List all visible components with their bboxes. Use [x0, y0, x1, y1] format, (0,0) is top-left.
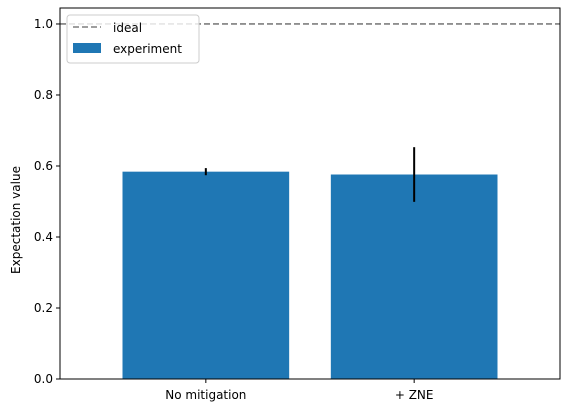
x-tick-label: No mitigation: [165, 388, 246, 402]
bar-no-mitigation: [122, 171, 290, 379]
y-axis-label: Expectation value: [9, 166, 23, 274]
bar-zne: [330, 174, 498, 379]
bars-layer: [122, 171, 498, 379]
legend: ideal experiment: [66, 14, 200, 64]
y-tick-label: 0.0: [34, 372, 53, 386]
y-tick-label: 0.6: [34, 159, 53, 173]
plot-frame: [59, 7, 561, 380]
y-tick-label: 0.2: [34, 301, 53, 315]
axes-layer: [59, 7, 561, 380]
legend-experiment-label: experiment: [113, 42, 182, 56]
error-bars-layer: [204, 147, 416, 202]
legend-experiment-swatch: [73, 43, 101, 53]
y-tick-label: 0.4: [34, 230, 53, 244]
y-ticks-layer: 0.0 0.2 0.4 0.6 0.8 1.0: [34, 17, 60, 386]
legend-ideal-label: ideal: [113, 21, 142, 35]
x-ticks-layer: No mitigation + ZNE: [165, 379, 433, 402]
x-tick-label: + ZNE: [395, 388, 434, 402]
y-tick-label: 0.8: [34, 88, 53, 102]
y-tick-label: 1.0: [34, 17, 53, 31]
